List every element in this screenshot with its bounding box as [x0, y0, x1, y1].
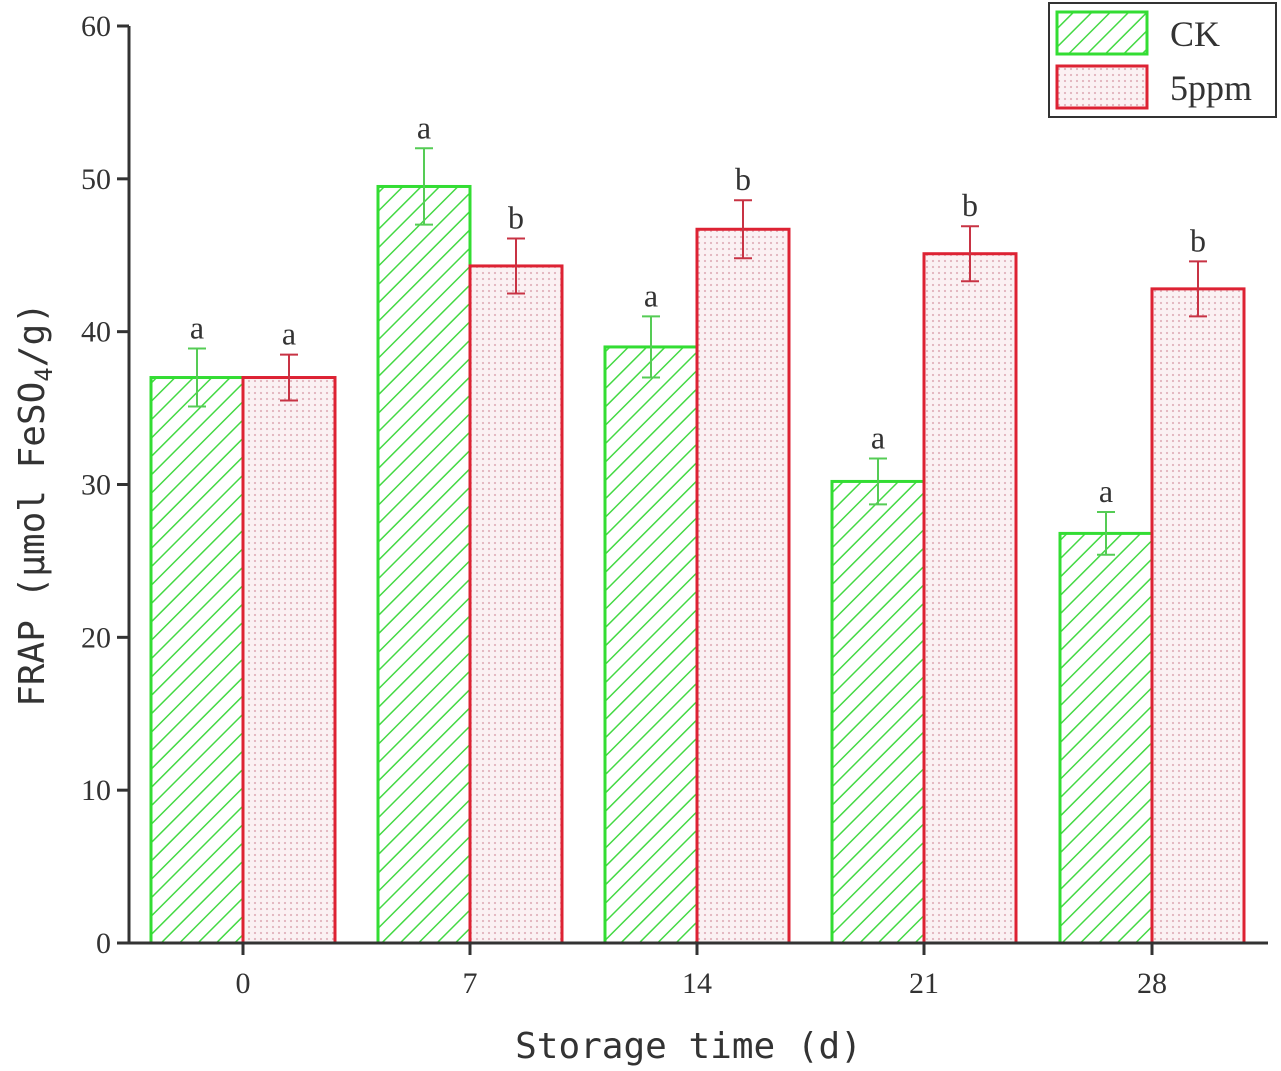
y-axis-title-main: FRAP (μmol FeSO: [12, 382, 53, 707]
legend-label-5ppm: 5ppm: [1170, 68, 1252, 108]
x-tick-label-7: 7: [463, 967, 478, 1000]
axes-layer: [117, 24, 1268, 955]
legend: CK 5ppm: [1048, 2, 1277, 118]
bar-5ppm-21: [922, 252, 1018, 945]
x-tick-label-21: 21: [909, 967, 939, 1000]
bar-5ppm-28: [1150, 287, 1246, 945]
bar-CK-0: [149, 376, 245, 945]
legend-label-CK: CK: [1170, 14, 1220, 54]
bar-5ppm-7: [468, 264, 564, 945]
y-tick-label-30: 30: [81, 469, 111, 502]
significance-letter-5ppm-28: b: [1190, 222, 1206, 258]
legend-swatch-CK: [1055, 10, 1149, 56]
significance-letter-5ppm-21: b: [962, 187, 978, 223]
y-tick-label-20: 20: [81, 621, 111, 654]
significance-letter-CK-0: a: [190, 309, 204, 345]
y-tick-label-10: 10: [81, 774, 111, 807]
y-tick-label-50: 50: [81, 163, 111, 196]
bar-CK-28: [1058, 531, 1154, 945]
legend-swatch-5ppm: [1055, 64, 1149, 110]
bar-5ppm-0: [241, 376, 337, 945]
significance-letter-5ppm-14: b: [735, 161, 751, 197]
y-tick-label-60: 60: [81, 10, 111, 43]
y-tick-label-40: 40: [81, 316, 111, 349]
x-tick-label-14: 14: [682, 967, 712, 1000]
bar-CK-7: [376, 184, 472, 945]
significance-letter-CK-21: a: [871, 420, 885, 456]
y-axis-title-subscript: 4: [30, 367, 58, 381]
significance-letter-CK-14: a: [644, 277, 658, 313]
x-tick-label-0: 0: [236, 967, 251, 1000]
bar-5ppm-14: [695, 227, 791, 945]
bar-CK-14: [603, 345, 699, 945]
y-tick-label-0: 0: [96, 927, 111, 960]
bar-CK-21: [830, 479, 926, 945]
significance-letter-CK-28: a: [1099, 473, 1113, 509]
significance-letter-5ppm-0: a: [282, 316, 296, 352]
significance-letter-CK-7: a: [417, 109, 431, 145]
significance-letter-5ppm-7: b: [508, 199, 524, 235]
bars-layer: [149, 147, 1246, 945]
y-axis-title-unit: /g): [12, 302, 53, 367]
y-axis-title: FRAP (μmol FeSO4/g): [12, 302, 58, 707]
x-axis-title: Storage time (d): [515, 1026, 862, 1067]
text-layer: a a a a a a b b b b 0 10 20 30 40 50 60 0 7 14 21 28 Storage t…: [12, 10, 1206, 1067]
x-tick-label-28: 28: [1137, 967, 1167, 1000]
